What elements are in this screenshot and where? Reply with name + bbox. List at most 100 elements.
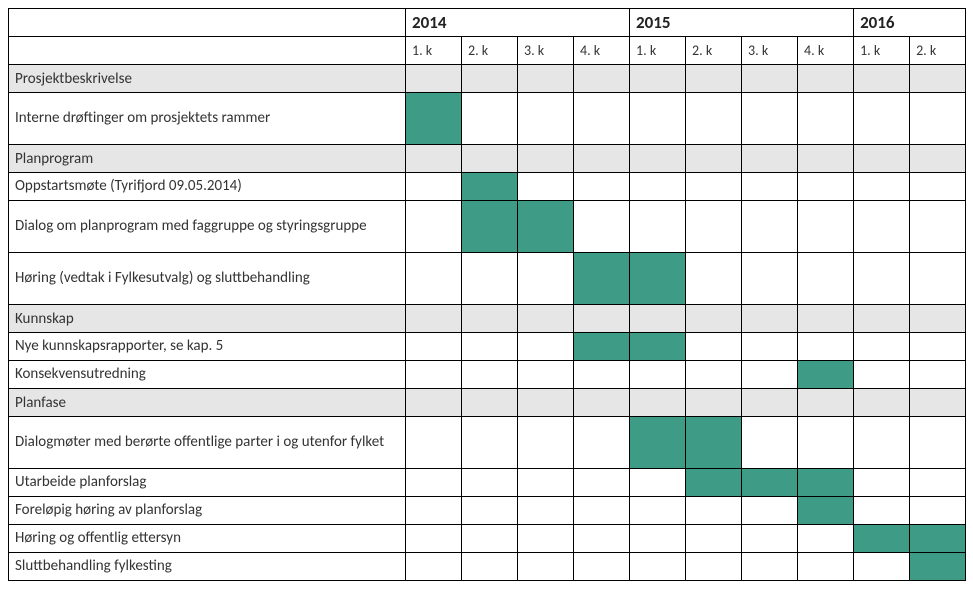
gantt-cell bbox=[742, 65, 798, 93]
gantt-cell bbox=[910, 145, 966, 173]
quarter-header: 2. k bbox=[686, 37, 742, 65]
gantt-cell bbox=[854, 361, 910, 389]
gantt-cell bbox=[910, 469, 966, 497]
quarter-header: 1. k bbox=[406, 37, 462, 65]
gantt-cell bbox=[854, 525, 910, 553]
quarter-header: 3. k bbox=[742, 37, 798, 65]
gantt-cell bbox=[518, 389, 574, 417]
gantt-cell bbox=[574, 417, 630, 469]
gantt-cell bbox=[854, 469, 910, 497]
section-label: Planprogram bbox=[9, 145, 406, 173]
gantt-cell bbox=[686, 417, 742, 469]
task-label: Sluttbehandling fylkesting bbox=[9, 553, 406, 581]
gantt-cell bbox=[742, 93, 798, 145]
gantt-cell bbox=[854, 497, 910, 525]
gantt-cell bbox=[798, 65, 854, 93]
quarter-header: 1. k bbox=[630, 37, 686, 65]
gantt-cell bbox=[462, 361, 518, 389]
gantt-cell bbox=[406, 525, 462, 553]
gantt-cell bbox=[518, 469, 574, 497]
gantt-cell bbox=[518, 145, 574, 173]
quarter-header: 2. k bbox=[910, 37, 966, 65]
gantt-cell bbox=[574, 389, 630, 417]
gantt-cell bbox=[686, 361, 742, 389]
gantt-cell bbox=[518, 173, 574, 201]
gantt-cell bbox=[406, 145, 462, 173]
section-label: Kunnskap bbox=[9, 305, 406, 333]
gantt-cell bbox=[462, 173, 518, 201]
gantt-cell bbox=[462, 333, 518, 361]
task-label: Utarbeide planforslag bbox=[9, 469, 406, 497]
gantt-cell bbox=[630, 65, 686, 93]
gantt-cell bbox=[742, 145, 798, 173]
gantt-cell bbox=[406, 173, 462, 201]
gantt-cell bbox=[742, 469, 798, 497]
gantt-cell bbox=[630, 361, 686, 389]
section-row: Prosjektbeskrivelse bbox=[9, 65, 966, 93]
task-label: Dialogmøter med berørte offentlige parte… bbox=[9, 417, 406, 469]
gantt-cell bbox=[742, 497, 798, 525]
year-header: 2015 bbox=[630, 9, 854, 37]
gantt-cell bbox=[854, 417, 910, 469]
gantt-cell bbox=[798, 145, 854, 173]
gantt-cell bbox=[462, 469, 518, 497]
header-blank bbox=[9, 37, 406, 65]
year-row: 201420152016 bbox=[9, 9, 966, 37]
quarter-header: 3. k bbox=[518, 37, 574, 65]
task-label: Høring og offentlig ettersyn bbox=[9, 525, 406, 553]
gantt-cell bbox=[854, 553, 910, 581]
quarter-header: 4. k bbox=[798, 37, 854, 65]
gantt-cell bbox=[630, 553, 686, 581]
gantt-cell bbox=[574, 93, 630, 145]
gantt-cell bbox=[574, 553, 630, 581]
gantt-cell bbox=[630, 525, 686, 553]
gantt-cell bbox=[798, 253, 854, 305]
gantt-cell bbox=[798, 93, 854, 145]
task-row: Høring (vedtak i Fylkesutvalg) og sluttb… bbox=[9, 253, 966, 305]
gantt-cell bbox=[630, 145, 686, 173]
gantt-cell bbox=[518, 253, 574, 305]
quarter-header: 2. k bbox=[462, 37, 518, 65]
gantt-cell bbox=[630, 389, 686, 417]
gantt-cell bbox=[686, 93, 742, 145]
gantt-cell bbox=[686, 389, 742, 417]
gantt-cell bbox=[910, 93, 966, 145]
gantt-cell bbox=[406, 361, 462, 389]
gantt-cell bbox=[518, 65, 574, 93]
gantt-cell bbox=[630, 253, 686, 305]
task-label: Høring (vedtak i Fylkesutvalg) og sluttb… bbox=[9, 253, 406, 305]
gantt-cell bbox=[574, 469, 630, 497]
gantt-cell bbox=[574, 65, 630, 93]
section-label: Planfase bbox=[9, 389, 406, 417]
gantt-cell bbox=[686, 173, 742, 201]
gantt-cell bbox=[910, 65, 966, 93]
task-row: Dialog om planprogram med faggruppe og s… bbox=[9, 201, 966, 253]
gantt-cell bbox=[854, 201, 910, 253]
gantt-cell bbox=[742, 173, 798, 201]
gantt-cell bbox=[406, 65, 462, 93]
section-row: Planfase bbox=[9, 389, 966, 417]
year-header: 2016 bbox=[854, 9, 966, 37]
task-row: Utarbeide planforslag bbox=[9, 469, 966, 497]
gantt-cell bbox=[798, 361, 854, 389]
gantt-cell bbox=[462, 201, 518, 253]
gantt-cell bbox=[686, 305, 742, 333]
gantt-cell bbox=[686, 469, 742, 497]
gantt-cell bbox=[854, 145, 910, 173]
gantt-cell bbox=[574, 253, 630, 305]
gantt-cell bbox=[630, 93, 686, 145]
gantt-cell bbox=[406, 553, 462, 581]
gantt-cell bbox=[854, 173, 910, 201]
gantt-cell bbox=[630, 417, 686, 469]
gantt-cell bbox=[574, 333, 630, 361]
gantt-cell bbox=[686, 333, 742, 361]
table-head: 201420152016 1. k2. k3. k4. k1. k2. k3. … bbox=[9, 9, 966, 65]
gantt-cell bbox=[798, 333, 854, 361]
task-row: Konsekvensutredning bbox=[9, 361, 966, 389]
gantt-cell bbox=[910, 417, 966, 469]
gantt-cell bbox=[910, 553, 966, 581]
gantt-cell bbox=[742, 525, 798, 553]
gantt-cell bbox=[574, 145, 630, 173]
gantt-cell bbox=[686, 553, 742, 581]
gantt-cell bbox=[910, 497, 966, 525]
